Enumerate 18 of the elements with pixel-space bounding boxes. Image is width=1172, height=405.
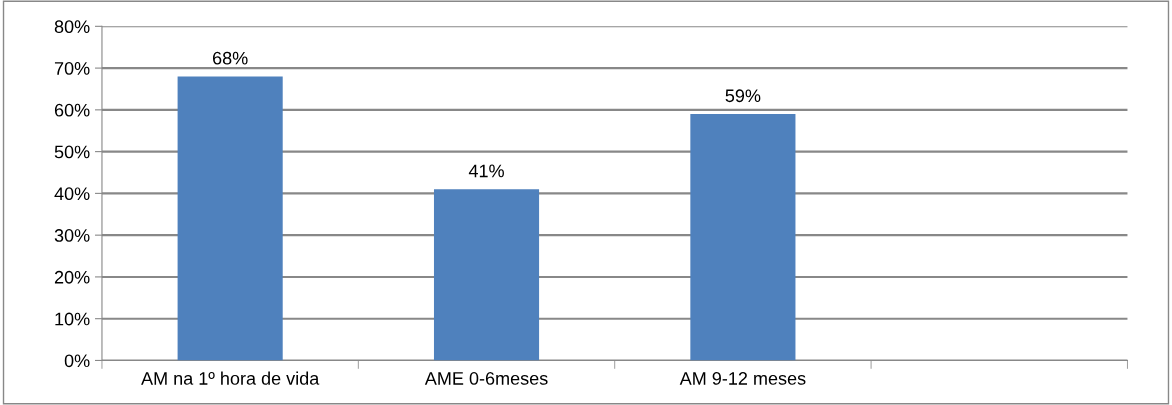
y-tick-label: 0% [64, 354, 90, 368]
data-label: 68% [213, 51, 248, 65]
data-label: 59% [725, 89, 761, 103]
y-tick-label: 60% [54, 103, 90, 117]
y-tick-label: 50% [54, 145, 90, 159]
x-tick-label: AME 0-6meses [424, 372, 548, 385]
y-tick-label: 80% [54, 20, 90, 34]
x-tick-label: AM na 1º hora de vida [141, 371, 320, 385]
y-tick-label: 70% [54, 62, 90, 75]
bar [433, 189, 540, 361]
y-tick-label: 30% [54, 229, 90, 242]
y-tick-label: 20% [54, 270, 90, 284]
x-tick-label: AM 9-12 meses [679, 372, 806, 385]
data-label: 41% [468, 164, 504, 178]
bar [690, 114, 796, 361]
y-tick-label: 40% [54, 187, 90, 201]
y-tick-label: 10% [55, 312, 90, 326]
bar [177, 76, 283, 361]
